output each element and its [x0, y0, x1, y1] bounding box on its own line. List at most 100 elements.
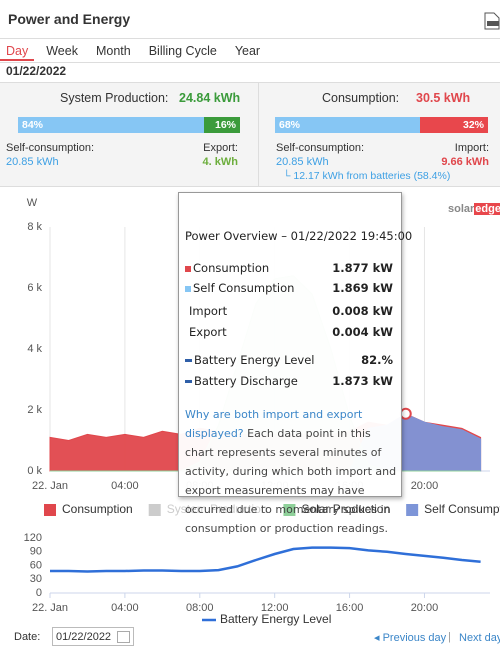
y-tick-label: 0 k	[27, 465, 42, 477]
percent-bar	[419, 117, 488, 133]
tooltip-value: 0.004 kW	[332, 325, 393, 339]
label: Export:	[203, 142, 238, 154]
legend-icon	[185, 359, 192, 362]
tooltip-text: Each data point in this chart represents…	[185, 427, 397, 535]
percent-bar	[18, 117, 205, 133]
legend-icon	[185, 380, 192, 383]
tab[interactable]: Billing Cycle	[148, 44, 217, 58]
tab[interactable]: Week	[46, 44, 78, 58]
date-label: Date:	[14, 631, 41, 643]
tab[interactable]: Day	[6, 44, 29, 58]
production-value: 24.84 kWh	[179, 91, 241, 105]
legend-label[interactable]: Solar Production	[301, 502, 390, 516]
y-tick-label: 6 k	[27, 282, 42, 294]
header-bar	[0, 0, 500, 39]
legend-swatch	[44, 504, 56, 516]
x-tick-label: 20:00	[411, 480, 439, 492]
y-tick-label: 120	[24, 532, 42, 544]
percent-label: 84%	[22, 119, 44, 131]
divider	[258, 82, 259, 186]
legend-label[interactable]: Consumption	[62, 502, 133, 516]
tooltip-row: Self Consumption 1.869 kW	[185, 281, 393, 299]
csv-icon[interactable]	[484, 12, 500, 30]
x-tick-label: 22. Jan	[32, 480, 68, 492]
x-tick-label: 04:00	[111, 602, 139, 614]
legend-icon	[185, 265, 191, 272]
y-tick-label: 60	[30, 559, 42, 571]
percent-label: 68%	[279, 119, 301, 131]
tooltip-title: Power Overview – 01/22/2022 19:45:00	[185, 229, 413, 243]
value: 20.85 kWh	[6, 156, 59, 168]
battery-note: └ 12.17 kWh from batteries (58.4%)	[283, 170, 451, 182]
legend-label[interactable]: System Production	[167, 502, 268, 516]
tab[interactable]: Year	[234, 44, 261, 58]
legend-label[interactable]: Self Consumption	[424, 502, 500, 516]
value: 20.85 kWh	[276, 156, 329, 168]
x-tick-label: 22. Jan	[32, 602, 68, 614]
tooltip: Power Overview – 01/22/2022 19:45:00 Con…	[178, 192, 412, 535]
percent-label: 16%	[214, 119, 236, 131]
tooltip-label: Consumption	[193, 261, 270, 275]
y-tick-label: 30	[30, 573, 42, 585]
y-tick-label: 90	[30, 546, 42, 558]
hover-marker	[399, 407, 412, 420]
tab-underline	[0, 59, 35, 61]
next-link[interactable]: Next day ▸	[459, 631, 500, 644]
legend-icon	[185, 285, 191, 292]
consumption-label: Consumption:	[322, 91, 400, 105]
y-tick-label: 0	[36, 587, 42, 599]
tooltip-row: Import 0.008 kW	[185, 304, 393, 322]
link-text: Previous day	[382, 632, 447, 644]
tooltip-value: 0.008 kW	[332, 304, 393, 318]
tooltip-value: 82.%	[361, 353, 393, 367]
legend-swatch	[283, 504, 296, 516]
legend-swatch	[406, 504, 419, 516]
tooltip-label: Battery Discharge	[194, 374, 298, 388]
production-label: System Production:	[60, 91, 169, 105]
label: Self-consumption:	[276, 142, 365, 154]
tooltip-label: Battery Energy Level	[194, 353, 315, 367]
tooltip-label: Export	[189, 325, 227, 339]
x-tick-label: 08:00	[186, 602, 214, 614]
line	[50, 546, 481, 573]
tooltip-row: Export 0.004 kW	[185, 325, 393, 343]
tooltip-row: Consumption 1.877 kW	[185, 261, 393, 279]
tooltip-row: Battery Discharge 1.873 kW	[185, 374, 393, 392]
legend-label[interactable]: Battery Energy Level	[220, 612, 331, 626]
legend-swatch	[148, 504, 161, 516]
x-tick-label: 12:00	[261, 602, 289, 614]
percent-label: 32%	[462, 119, 484, 131]
value: 4. kWh	[202, 156, 238, 168]
tooltip-value: 1.873 kW	[332, 374, 393, 388]
logo-text: solar	[448, 203, 475, 215]
tooltip-note: Why are both import and export displayed…	[185, 405, 397, 538]
x-tick-label: 20:00	[411, 602, 439, 614]
date-input[interactable]: 01/22/2022	[52, 627, 134, 646]
date: 01/22/2022	[6, 64, 67, 78]
y-tick-label: 4 k	[27, 343, 42, 355]
consumption-value: 30.5 kWh	[416, 91, 471, 105]
y-tick-label: 8 k	[27, 221, 42, 233]
date-input-text: 01/22/2022	[56, 631, 112, 643]
link-text: Next day	[459, 632, 500, 644]
x-tick-label: 16:00	[336, 602, 364, 614]
value: 9.66 kWh	[441, 156, 489, 168]
title: Power and Energy	[8, 11, 131, 27]
prev-link[interactable]: ◂ Previous day	[374, 632, 447, 644]
logo-text: edge	[474, 203, 500, 215]
logo: solaredge	[448, 203, 500, 215]
summary-panel	[0, 82, 500, 187]
label: Import:	[454, 142, 489, 154]
tooltip-label: Self Consumption	[193, 281, 295, 295]
tooltip-value: 1.877 kW	[332, 261, 393, 275]
percent-bar	[204, 117, 240, 133]
calendar-icon	[117, 631, 130, 643]
y-axis-label: W	[27, 197, 38, 209]
percent-bar	[275, 117, 420, 133]
separator: |	[448, 631, 451, 643]
tab[interactable]: Month	[95, 44, 131, 58]
tooltip-question: Why are both import and export displayed…	[185, 408, 363, 440]
tooltip-value: 1.869 kW	[332, 281, 393, 295]
